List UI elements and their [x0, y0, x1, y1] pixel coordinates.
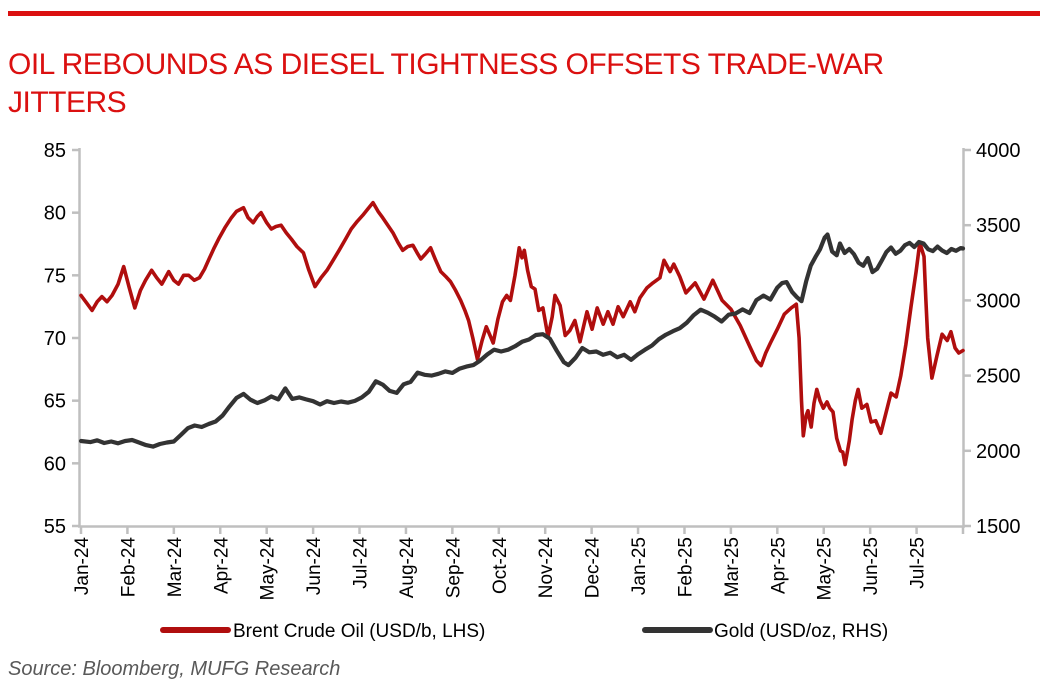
left-axis-tick-label: 60: [44, 453, 66, 475]
brent-crude-line: [79, 200, 965, 467]
right-axis-tick-label: 1500: [976, 516, 1021, 538]
x-axis-month-label: Apr-24: [211, 537, 232, 594]
x-axis-month-label: Feb-25: [675, 537, 696, 597]
x-axis-month-label: Mar-24: [165, 537, 186, 598]
x-axis-month-label: Jan-24: [72, 537, 93, 596]
x-axis-month-label: Sep-24: [443, 537, 464, 599]
x-axis-month-label: Jan-25: [629, 537, 650, 595]
legend-gold-label: Gold (USD/oz, RHS): [714, 621, 888, 642]
x-axis-month-label: Oct-24: [490, 537, 511, 594]
gold-line: [78, 232, 966, 449]
x-axis-month-label: Feb-24: [118, 537, 139, 598]
left-axis-tick-label: 55: [44, 516, 66, 538]
left-axis-tick-label: 70: [44, 328, 66, 350]
x-axis-month-label: Jul-24: [351, 537, 372, 589]
accent-rule: [8, 11, 1040, 16]
left-axis-tick-label: 65: [44, 391, 66, 413]
dual-axis-line-chart: 85 80 75 70 65 60 55 4000 3500 3000 2500 2000 1500 Ja…: [44, 140, 1021, 642]
right-axis-tick-label: 3000: [976, 290, 1021, 312]
x-axis-month-label: Jun-24: [304, 537, 325, 596]
x-axis-month-label: Nov-24: [536, 537, 557, 599]
x-axis-month-label: Jun-25: [861, 537, 882, 595]
legend-brent-label: Brent Crude Oil (USD/b, LHS): [233, 621, 485, 642]
x-axis-month-label: Apr-25: [768, 537, 789, 594]
x-axis-month-label: Aug-24: [397, 537, 418, 599]
x-axis-month-label: Jul-25: [908, 537, 929, 589]
left-axis-tick-label: 75: [44, 265, 66, 287]
right-axis-tick-label: 3500: [976, 215, 1021, 237]
x-axis-month-label: May-25: [815, 537, 836, 600]
right-axis-tick-label: 2500: [976, 366, 1021, 388]
right-axis-tick-label: 2000: [976, 441, 1021, 463]
chart-title: OIL REBOUNDS AS DIESEL TIGHTNESS OFFSETS…: [8, 48, 884, 119]
x-axis-month-label: May-24: [258, 537, 279, 601]
source-note: Source: Bloomberg, MUFG Research: [8, 658, 341, 680]
x-axis-month-label: Dec-24: [583, 537, 604, 599]
x-axis-month-label: Mar-25: [722, 537, 743, 597]
right-axis-tick-label: 4000: [976, 140, 1021, 162]
left-axis-tick-label: 85: [44, 140, 66, 162]
left-axis-tick-label: 80: [44, 203, 66, 225]
